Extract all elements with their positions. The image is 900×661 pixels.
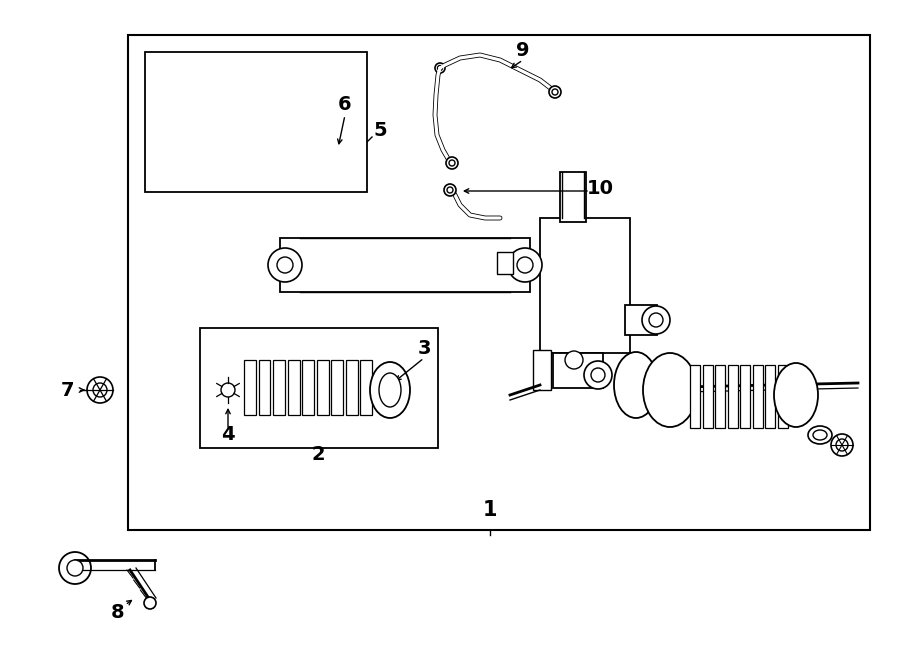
Bar xyxy=(703,365,713,428)
Circle shape xyxy=(435,63,445,73)
Text: 9: 9 xyxy=(517,40,530,59)
Bar xyxy=(560,172,586,222)
Circle shape xyxy=(565,351,583,369)
Ellipse shape xyxy=(370,362,410,418)
Bar xyxy=(317,360,328,415)
Bar xyxy=(273,360,285,415)
Circle shape xyxy=(87,377,113,403)
Bar xyxy=(727,365,738,428)
Circle shape xyxy=(584,361,612,389)
Circle shape xyxy=(444,184,456,196)
Bar xyxy=(765,365,775,428)
Ellipse shape xyxy=(774,363,818,427)
Bar xyxy=(752,365,763,428)
Circle shape xyxy=(144,597,156,609)
Circle shape xyxy=(446,157,458,169)
Circle shape xyxy=(309,137,321,149)
Bar xyxy=(302,360,314,415)
Circle shape xyxy=(591,368,605,382)
Bar xyxy=(533,350,551,390)
Circle shape xyxy=(221,383,235,397)
Ellipse shape xyxy=(643,353,697,427)
Ellipse shape xyxy=(808,426,832,444)
Bar xyxy=(360,360,373,415)
Circle shape xyxy=(549,86,561,98)
Circle shape xyxy=(437,65,443,71)
Bar xyxy=(625,305,657,335)
Ellipse shape xyxy=(813,430,827,440)
Bar xyxy=(740,365,751,428)
Circle shape xyxy=(277,257,293,273)
Ellipse shape xyxy=(379,373,401,407)
Circle shape xyxy=(67,560,83,576)
Bar xyxy=(553,353,603,388)
Bar xyxy=(258,360,271,415)
Bar xyxy=(288,360,300,415)
Circle shape xyxy=(59,552,91,584)
Text: 5: 5 xyxy=(374,120,387,139)
Circle shape xyxy=(93,383,107,397)
Text: 6: 6 xyxy=(338,95,352,114)
Circle shape xyxy=(508,248,542,282)
Ellipse shape xyxy=(614,352,658,418)
Text: 8: 8 xyxy=(112,602,125,621)
Circle shape xyxy=(326,143,346,163)
Circle shape xyxy=(831,434,853,456)
Bar xyxy=(128,35,870,530)
Bar xyxy=(331,360,343,415)
Circle shape xyxy=(552,89,558,95)
Bar xyxy=(715,365,725,428)
Text: 2: 2 xyxy=(311,446,325,465)
Circle shape xyxy=(517,257,533,273)
Circle shape xyxy=(268,248,302,282)
Text: 4: 4 xyxy=(221,426,235,444)
Circle shape xyxy=(449,160,455,166)
Bar xyxy=(200,328,438,448)
Circle shape xyxy=(331,148,341,158)
Circle shape xyxy=(303,131,327,155)
Bar xyxy=(280,238,530,292)
Circle shape xyxy=(447,187,453,193)
Bar xyxy=(778,365,788,428)
Text: 10: 10 xyxy=(587,178,614,198)
Circle shape xyxy=(836,439,848,451)
Bar xyxy=(540,218,630,353)
Bar xyxy=(497,252,513,274)
Bar xyxy=(145,52,367,192)
Bar xyxy=(346,360,358,415)
Bar xyxy=(690,365,700,428)
Text: 1: 1 xyxy=(482,500,497,520)
Circle shape xyxy=(642,306,670,334)
Text: 3: 3 xyxy=(418,338,431,358)
Text: 7: 7 xyxy=(61,381,75,399)
Circle shape xyxy=(649,313,663,327)
Bar xyxy=(244,360,256,415)
